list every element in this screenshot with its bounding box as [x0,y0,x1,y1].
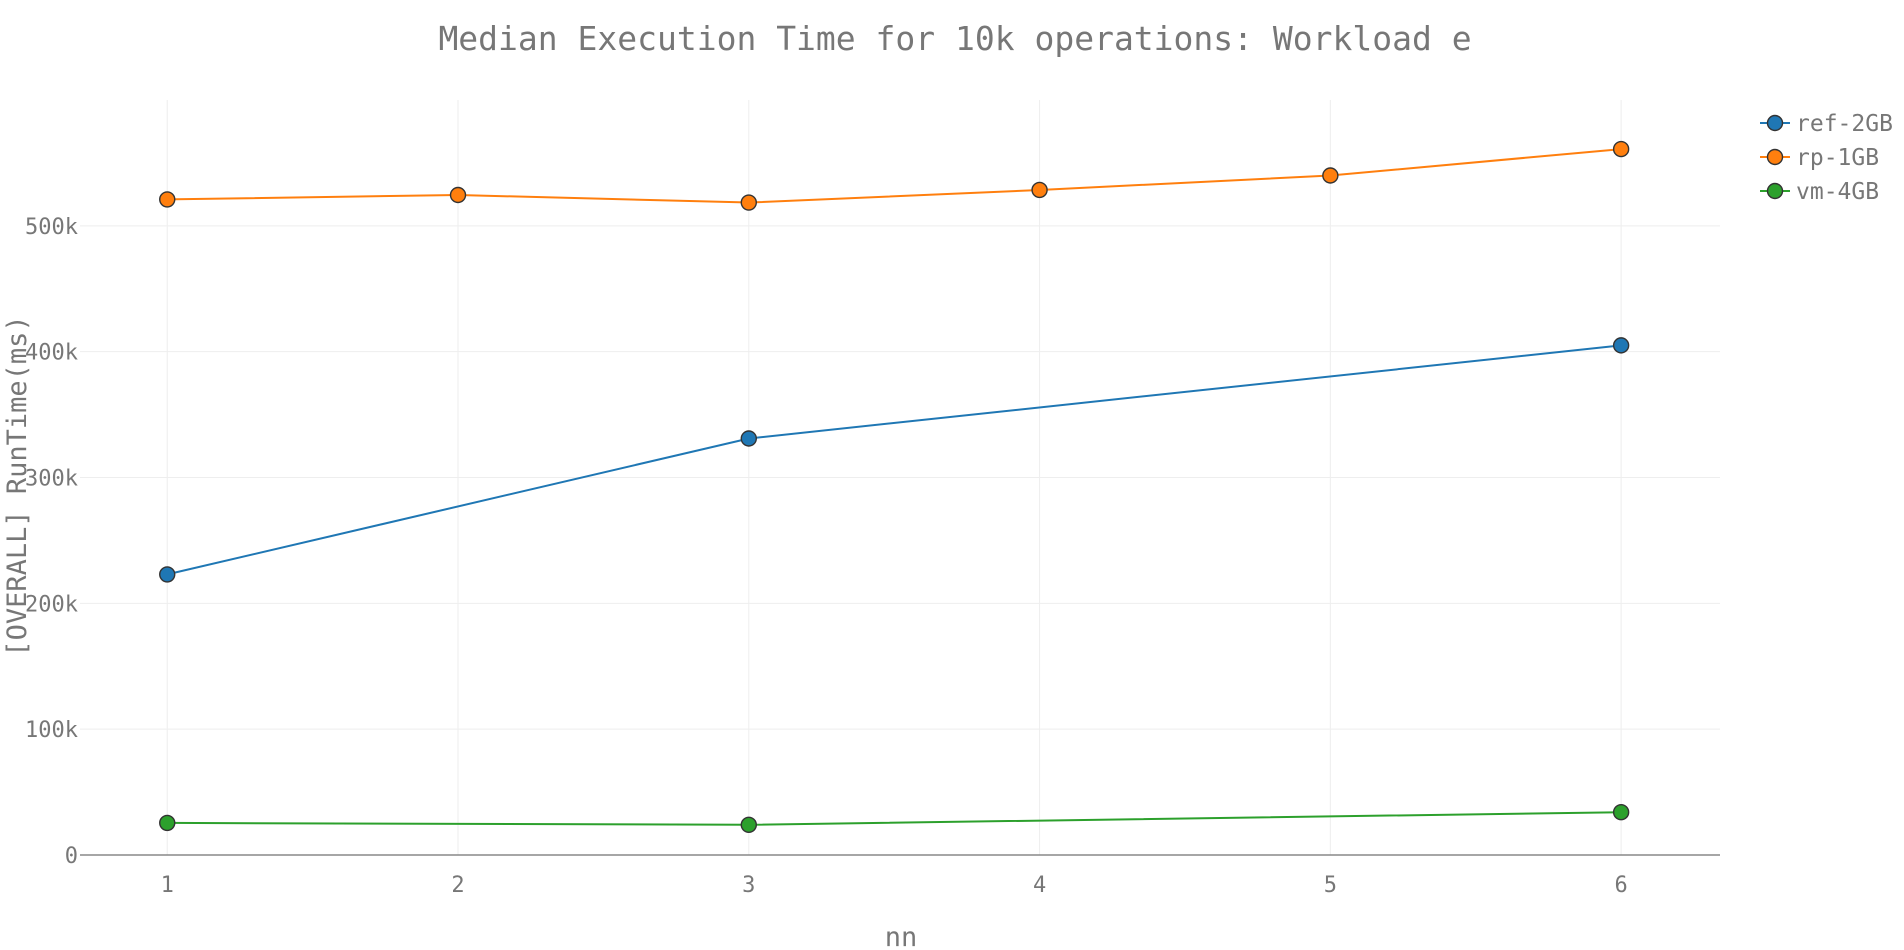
series-markers [159,140,1630,833]
data-point-rp-1GB [159,191,176,208]
y-axis-title: [OVERALL] RunTime(ms) [2,315,33,656]
legend-label: vm-4GB [1796,179,1879,205]
data-point-vm-4GB [1612,804,1630,821]
y-tick-label: 200k [25,592,78,617]
chart-title: Median Execution Time for 10k operations… [438,19,1471,58]
data-point-rp-1GB [1031,181,1048,199]
x-axis-title: nn [885,922,918,950]
data-point-ref-2GB [740,430,757,447]
x-tick-label: 4 [1033,873,1046,898]
series-line-vm-4GB [167,811,1622,826]
y-tick-label: 400k [25,341,78,366]
series-line-ref-2GB [167,344,1622,576]
x-tick-label: 6 [1615,873,1628,898]
x-tick-label: 1 [161,873,174,898]
data-point-rp-1GB [740,194,757,211]
y-tick-label: 300k [25,467,78,492]
legend-item-ref-2GB: ref-2GB [1760,111,1893,137]
series-line-rp-1GB [167,148,1622,204]
x-tick-label: 2 [451,873,464,898]
legend-item-vm-4GB: vm-4GB [1760,179,1879,205]
legend: ref-2GB rp-1GB vm-4GB [1760,111,1893,205]
x-tick-label: 5 [1324,873,1337,898]
data-point-vm-4GB [159,814,176,832]
legend-label: rp-1GB [1796,145,1879,171]
series-lines [167,148,1622,826]
data-point-ref-2GB [159,566,176,583]
legend-item-rp-1GB: rp-1GB [1760,145,1879,171]
y-axis-ticks: 0 100k 200k 300k 400k 500k [25,215,78,869]
x-axis-ticks: 1 2 3 4 5 6 [161,873,1628,898]
y-tick-label: 0 [65,844,78,869]
gridlines [80,100,1720,856]
y-tick-label: 100k [25,718,78,743]
data-point-vm-4GB [740,816,757,833]
legend-marker [1766,114,1784,132]
x-tick-label: 3 [742,873,755,898]
legend-marker [1766,182,1784,200]
y-tick-label: 500k [25,215,78,240]
data-point-ref-2GB [1612,337,1630,354]
data-point-rp-1GB [1322,167,1339,184]
legend-marker [1766,148,1784,166]
data-point-rp-1GB [449,186,467,204]
legend-label: ref-2GB [1796,111,1893,137]
data-point-rp-1GB [1612,140,1630,158]
